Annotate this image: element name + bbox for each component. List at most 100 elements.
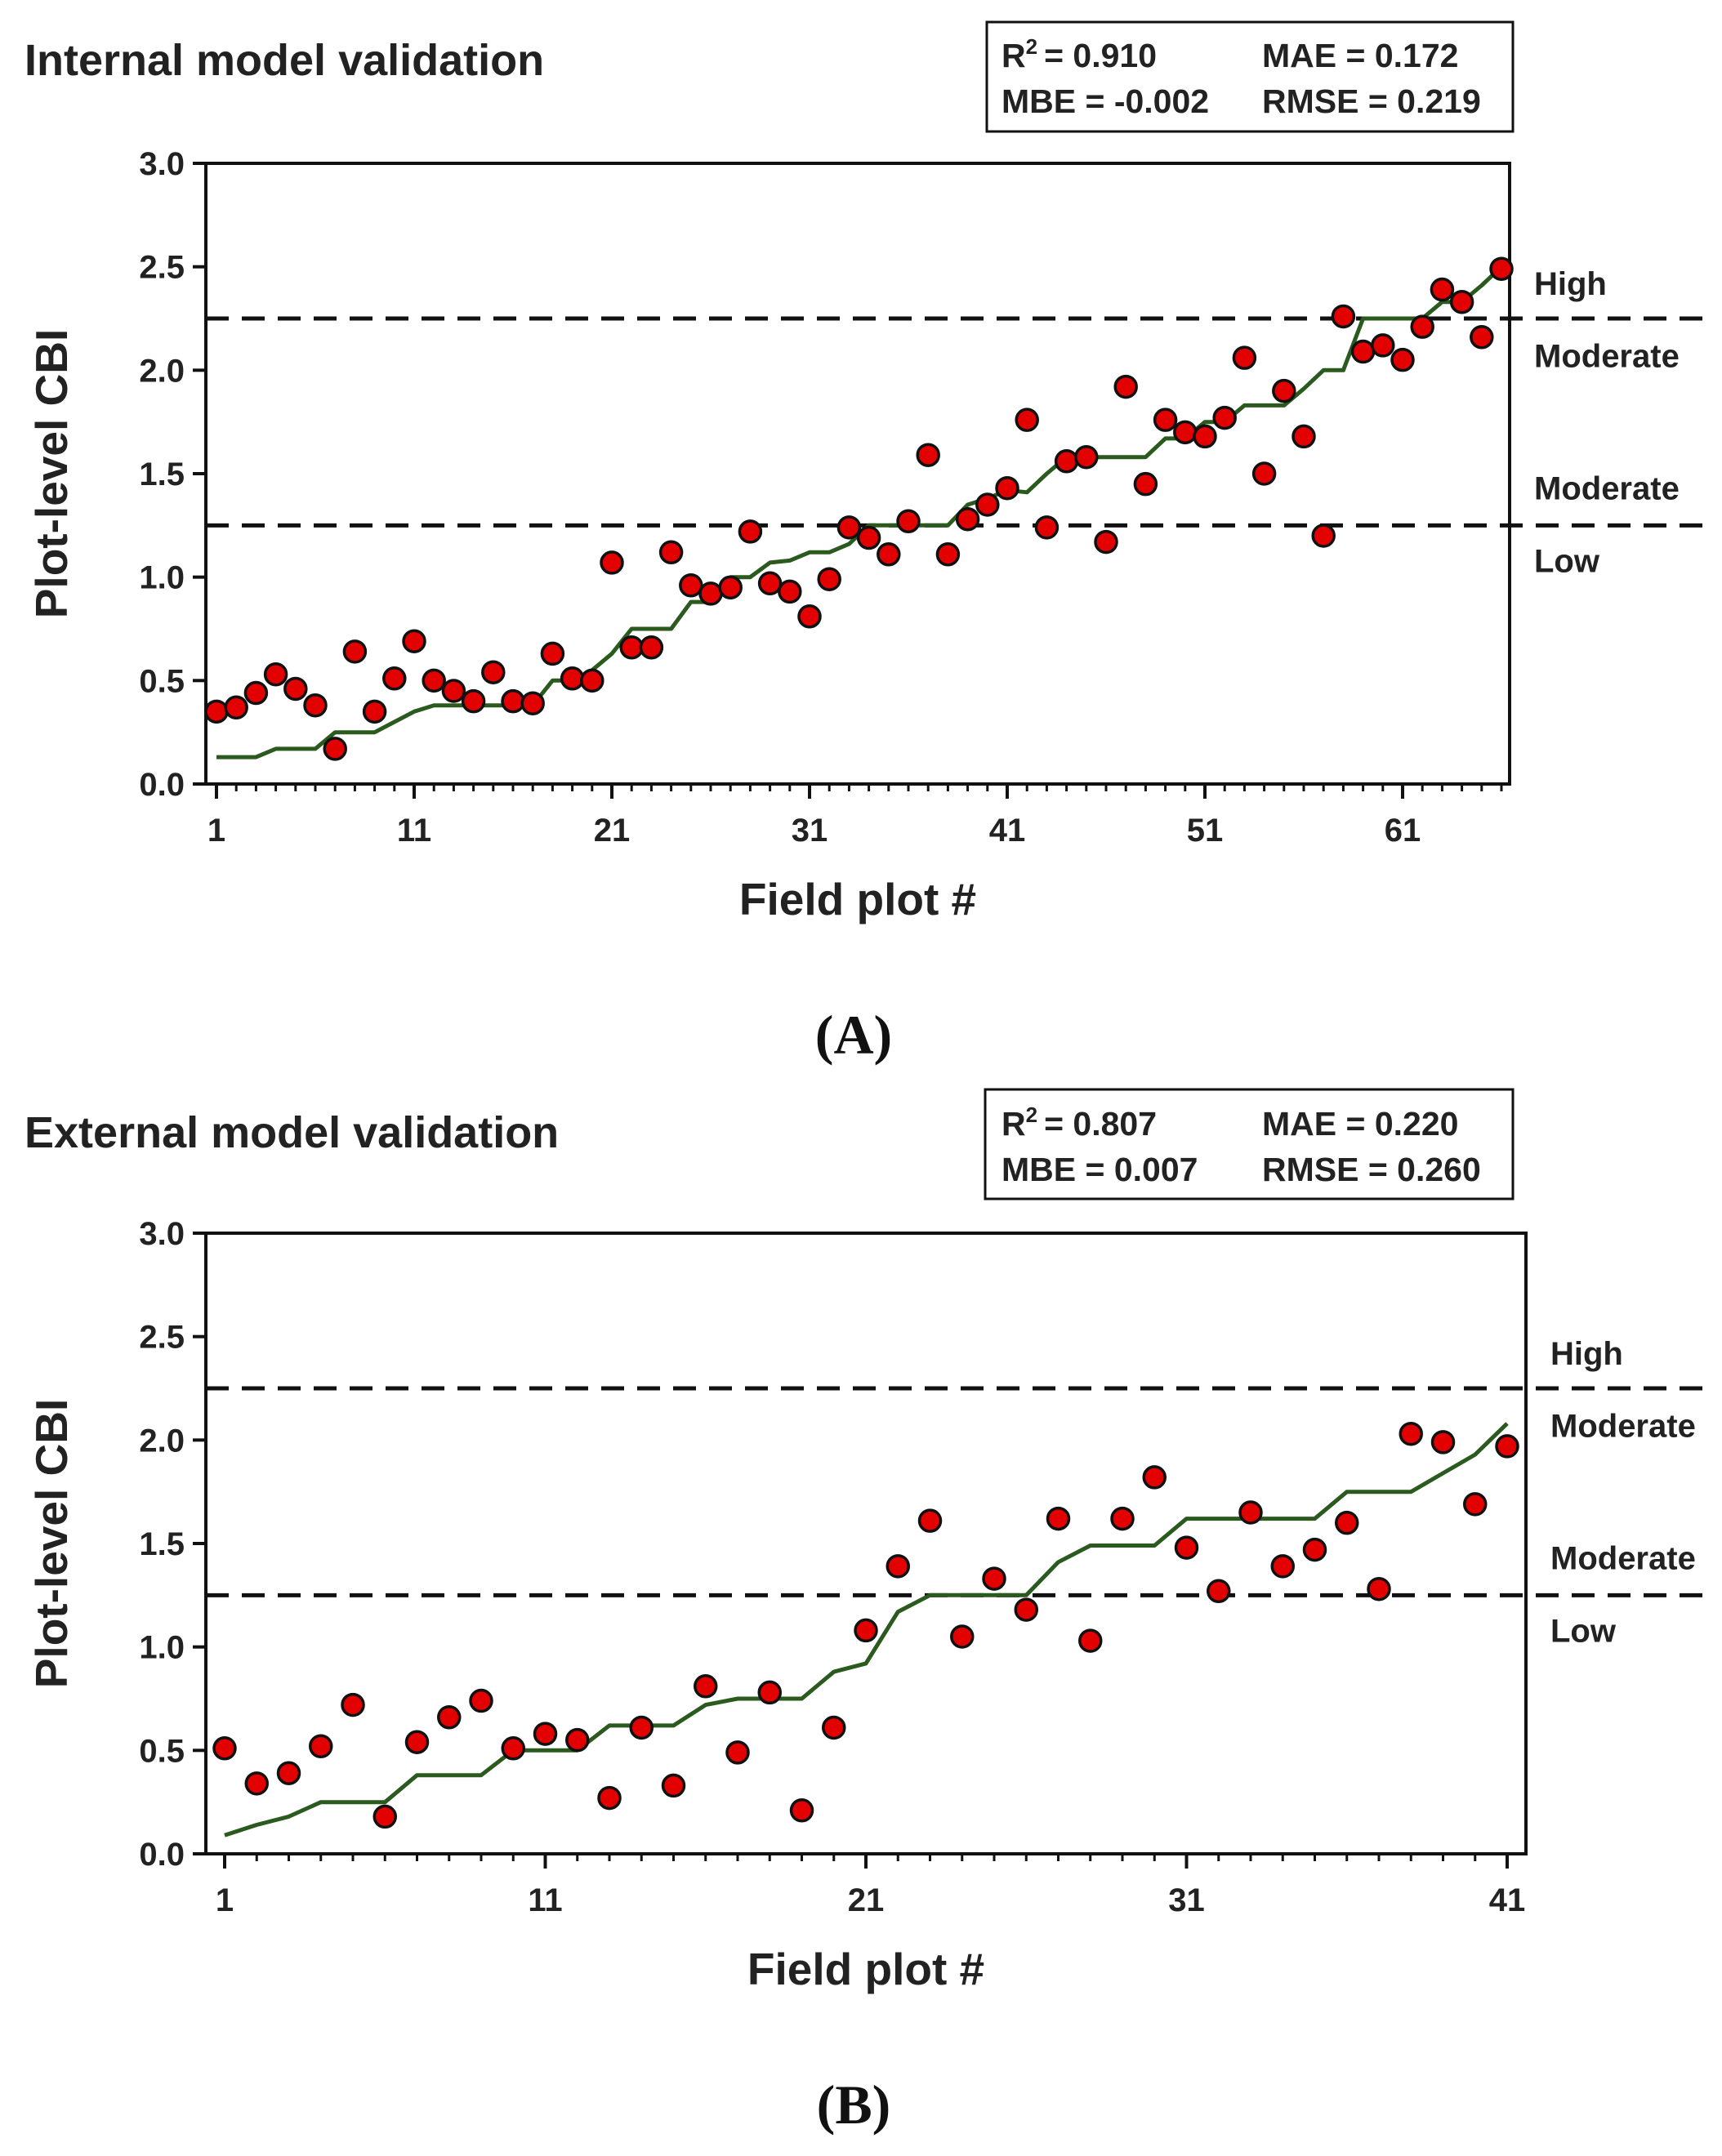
- y-tick-label: 1.0: [139, 1630, 185, 1666]
- y-tick-label: 2.5: [139, 1320, 185, 1356]
- observed-point: [1174, 1535, 1199, 1560]
- observed-point: [1399, 1421, 1423, 1446]
- plot-frame: [204, 162, 1511, 786]
- observed-point: [1430, 1430, 1456, 1454]
- stat-mae: MAE = 0.220: [1262, 1105, 1458, 1143]
- observed-point: [533, 1722, 558, 1746]
- observed-point: [1232, 345, 1257, 370]
- observed-point: [1142, 1465, 1167, 1490]
- observed-point: [520, 691, 545, 715]
- zone-label: High: [1550, 1336, 1623, 1372]
- observed-point: [639, 635, 664, 660]
- chart-title: Internal model validation: [25, 36, 544, 85]
- plot-area: 0.00.51.01.52.02.53.0 1 11 21 31 41 HighMode…: [139, 1216, 1709, 1918]
- observed-point: [757, 571, 783, 596]
- observed-series: [204, 256, 1514, 761]
- observed-point: [1367, 1576, 1391, 1601]
- observed-point: [469, 1688, 493, 1713]
- observed-point: [1470, 325, 1494, 350]
- observed-point: [817, 567, 841, 591]
- stat-mbe: MBE = -0.002: [1002, 82, 1209, 120]
- y-tick-label: 0.5: [139, 1733, 185, 1769]
- observed-point: [629, 1715, 654, 1740]
- observed-point: [975, 492, 1000, 517]
- observed-point: [822, 1715, 846, 1740]
- observed-series: [212, 1421, 1519, 1829]
- y-axis-ticks: 0.0 0.5 1.0 1.5 2.0 2.5 3.0: [139, 1216, 206, 1873]
- observed-point: [362, 699, 387, 724]
- x-axis-ticks: 1 11 21 31 41: [216, 1854, 1525, 1918]
- observed-point: [341, 1692, 365, 1717]
- panel-a: Internal model validation R2 = 0.910 MAE …: [25, 20, 1709, 1066]
- observed-point: [1238, 1500, 1263, 1525]
- zone-label: Moderate: [1550, 1409, 1696, 1445]
- observed-point: [1449, 289, 1474, 314]
- observed-point: [437, 1705, 462, 1730]
- observed-point: [935, 542, 961, 567]
- stat-rmse: RMSE = 0.219: [1262, 82, 1481, 120]
- observed-point: [600, 550, 624, 575]
- y-tick-label: 1.0: [139, 560, 185, 596]
- observed-point: [738, 519, 763, 544]
- observed-point: [1371, 333, 1395, 358]
- observed-point: [797, 604, 822, 629]
- x-tick-label: 1: [207, 813, 225, 849]
- y-tick-label: 2.0: [139, 1423, 185, 1459]
- observed-point: [950, 1624, 975, 1649]
- observed-point: [540, 641, 565, 666]
- observed-point: [1110, 1506, 1135, 1531]
- y-axis-ticks: 0.0 0.5 1.0 1.5 2.0 2.5 3.0: [139, 146, 206, 803]
- y-tick-label: 2.5: [139, 250, 185, 286]
- stat-r2: R2 = 0.910: [1002, 34, 1157, 74]
- panel-b: External model validation R2 = 0.807 MAE …: [25, 1088, 1709, 2136]
- observed-point: [886, 1554, 910, 1579]
- observed-point: [1015, 408, 1039, 432]
- x-axis-label: Field plot #: [739, 874, 976, 924]
- y-tick-label: 0.0: [139, 1837, 185, 1873]
- observed-point: [1074, 444, 1099, 470]
- stat-r2: R2 = 0.807: [1002, 1102, 1157, 1143]
- observed-point: [658, 540, 684, 565]
- observed-point: [1014, 1597, 1038, 1622]
- observed-point: [1133, 471, 1158, 497]
- observed-point: [856, 525, 881, 550]
- observed-point: [1207, 1579, 1231, 1604]
- observed-point: [1034, 515, 1060, 540]
- y-tick-label: 1.5: [139, 1526, 185, 1562]
- observed-point: [461, 688, 486, 714]
- observed-point: [661, 1773, 686, 1798]
- y-tick-label: 0.5: [139, 663, 185, 699]
- observed-point: [422, 668, 446, 693]
- x-tick-label: 11: [397, 813, 431, 849]
- observed-point: [382, 666, 407, 691]
- plot-area: 0.00.51.01.52.02.53.0 1 11 21 31 41 51 61 High…: [139, 146, 1709, 849]
- observed-point: [1430, 277, 1455, 302]
- observed-point: [303, 693, 328, 718]
- x-tick-label: 21: [594, 813, 631, 849]
- observed-point: [212, 1736, 237, 1761]
- observed-point: [1046, 1506, 1071, 1531]
- y-tick-label: 0.0: [139, 767, 185, 803]
- observed-point: [854, 1618, 878, 1643]
- observed-point: [757, 1680, 782, 1705]
- observed-point: [1212, 405, 1237, 430]
- observed-point: [995, 475, 1019, 501]
- x-tick-label: 31: [1168, 1882, 1205, 1918]
- observed-point: [580, 668, 604, 693]
- observed-point: [877, 542, 901, 567]
- stats-box: R2 = 0.910 MAE = 0.172 MBE = -0.002 RMSE …: [985, 20, 1515, 133]
- observed-point: [597, 1785, 622, 1811]
- severity-zone-labels: High Moderate Moderate Low: [1550, 1336, 1696, 1649]
- severity-zone-labels: High Moderate Moderate Low: [1534, 266, 1680, 579]
- observed-point: [1153, 408, 1178, 432]
- observed-point: [778, 579, 802, 604]
- panel-label: (B): [817, 2074, 891, 2136]
- observed-point: [276, 1761, 301, 1785]
- x-axis-label: Field plot #: [747, 1944, 984, 1994]
- panel-label: (A): [815, 1004, 892, 1066]
- observed-point: [698, 581, 723, 606]
- y-tick-label: 1.5: [139, 457, 185, 492]
- zone-label: Low: [1550, 1613, 1617, 1649]
- stat-mbe: MBE = 0.007: [1002, 1151, 1198, 1188]
